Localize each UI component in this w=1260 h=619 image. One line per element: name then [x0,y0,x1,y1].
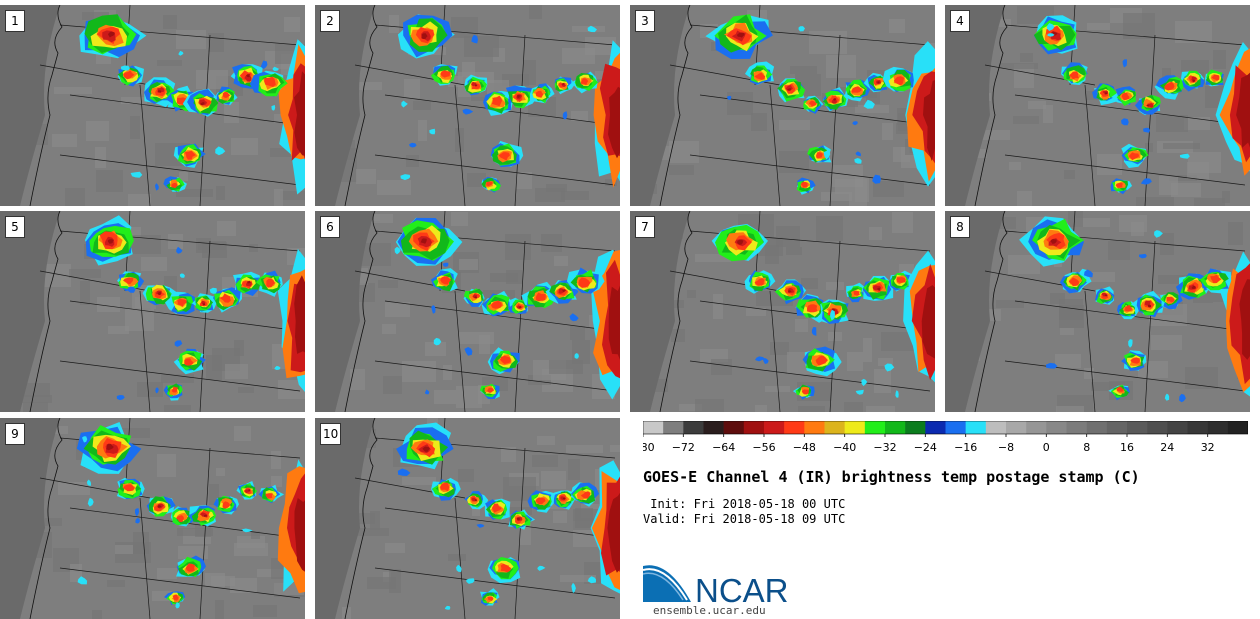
colorbar-tick-label: −64 [712,441,735,454]
forecast-panel: 4 [945,5,1250,206]
colorbar-swatch [925,421,946,434]
panel-number: 9 [5,423,25,445]
colorbar-swatch [1127,421,1148,434]
valid-time: Valid: Fri 2018-05-18 09 UTC [643,512,846,526]
panel-number: 3 [635,10,655,32]
ir-map [945,211,1250,412]
colorbar-swatch [1006,421,1027,434]
colorbar-tick-label: −8 [998,441,1014,454]
panel-number: 7 [635,216,655,238]
colorbar-swatch [905,421,926,434]
colorbar-tick-label: −72 [672,441,695,454]
colorbar-swatch [985,421,1007,434]
colorbar-swatch [1207,421,1229,434]
colorbar-swatch [1106,421,1128,434]
colorbar-tick-label: −48 [793,441,816,454]
chart-title: GOES-E Channel 4 (IR) brightness temp po… [643,468,1140,486]
colorbar-tick-label: −56 [752,441,775,454]
colorbar-tick-label: 16 [1120,441,1134,454]
colorbar-tick-label: −32 [873,441,896,454]
colorbar-swatch [804,421,825,434]
colorbar-swatch [1066,421,1087,434]
colorbar-tick-label: −40 [833,441,856,454]
colorbar-swatch [703,421,724,434]
ir-map [945,5,1250,206]
colorbar-swatch [1026,421,1047,434]
colorbar-tick-label: 0 [1043,441,1050,454]
colorbar-swatch [663,421,684,434]
forecast-panel: 5 [0,211,305,412]
colorbar-swatch [824,421,845,434]
colorbar-swatch [1187,421,1208,434]
panel-number: 6 [320,216,340,238]
panel-number: 8 [950,216,970,238]
forecast-panel: 10 [315,418,620,619]
forecast-panel: 2 [315,5,620,206]
colorbar-tick-label: −80 [643,441,655,454]
colorbar-swatch [864,421,886,434]
colorbar-swatch [784,421,805,434]
colorbar-swatch [1147,421,1168,434]
init-time: Init: Fri 2018-05-18 00 UTC [643,497,846,511]
colorbar-swatch [1167,421,1188,434]
ir-map [0,418,305,619]
colorbar-swatch [965,421,987,434]
panel-number: 10 [320,423,342,445]
colorbar-tick-label: 8 [1083,441,1090,454]
ir-map [0,5,305,206]
forecast-panel: 9 [0,418,305,619]
colorbar-swatch [945,421,966,434]
ir-map [315,5,620,206]
logo-url: ensemble.ucar.edu [653,604,766,617]
colorbar-tick-label: −16 [954,441,977,454]
colorbar-tick-label: 24 [1160,441,1174,454]
panel-number: 1 [5,10,25,32]
forecast-panel: 3 [630,5,935,206]
ir-map [630,211,935,412]
forecast-panel: 7 [630,211,935,412]
forecast-panel: 1 [0,5,305,206]
panel-number: 2 [320,10,340,32]
ncar-logo: NCAR [643,565,789,606]
colorbar-swatch [743,421,765,434]
forecast-panel: 8 [945,211,1250,412]
colorbar-swatch [1086,421,1108,434]
colorbar-swatch [885,421,906,434]
ir-map [630,5,935,206]
colorbar-swatch [1227,421,1248,434]
forecast-panel: 6 [315,211,620,412]
colorbar-swatch [844,421,866,434]
colorbar-tick-label: −24 [914,441,937,454]
panel-number: 5 [5,216,25,238]
panel-number: 4 [950,10,970,32]
colorbar-swatch [643,421,664,434]
colorbar-swatch [683,421,704,434]
colorbar-swatch [1046,421,1067,434]
ir-map [315,211,620,412]
colorbar-tick-label: 32 [1201,441,1215,454]
colorbar-swatch [764,421,785,434]
ir-map [315,418,620,619]
ir-map [0,211,305,412]
logo-text: NCAR [695,572,789,606]
colorbar-swatch [723,421,745,434]
